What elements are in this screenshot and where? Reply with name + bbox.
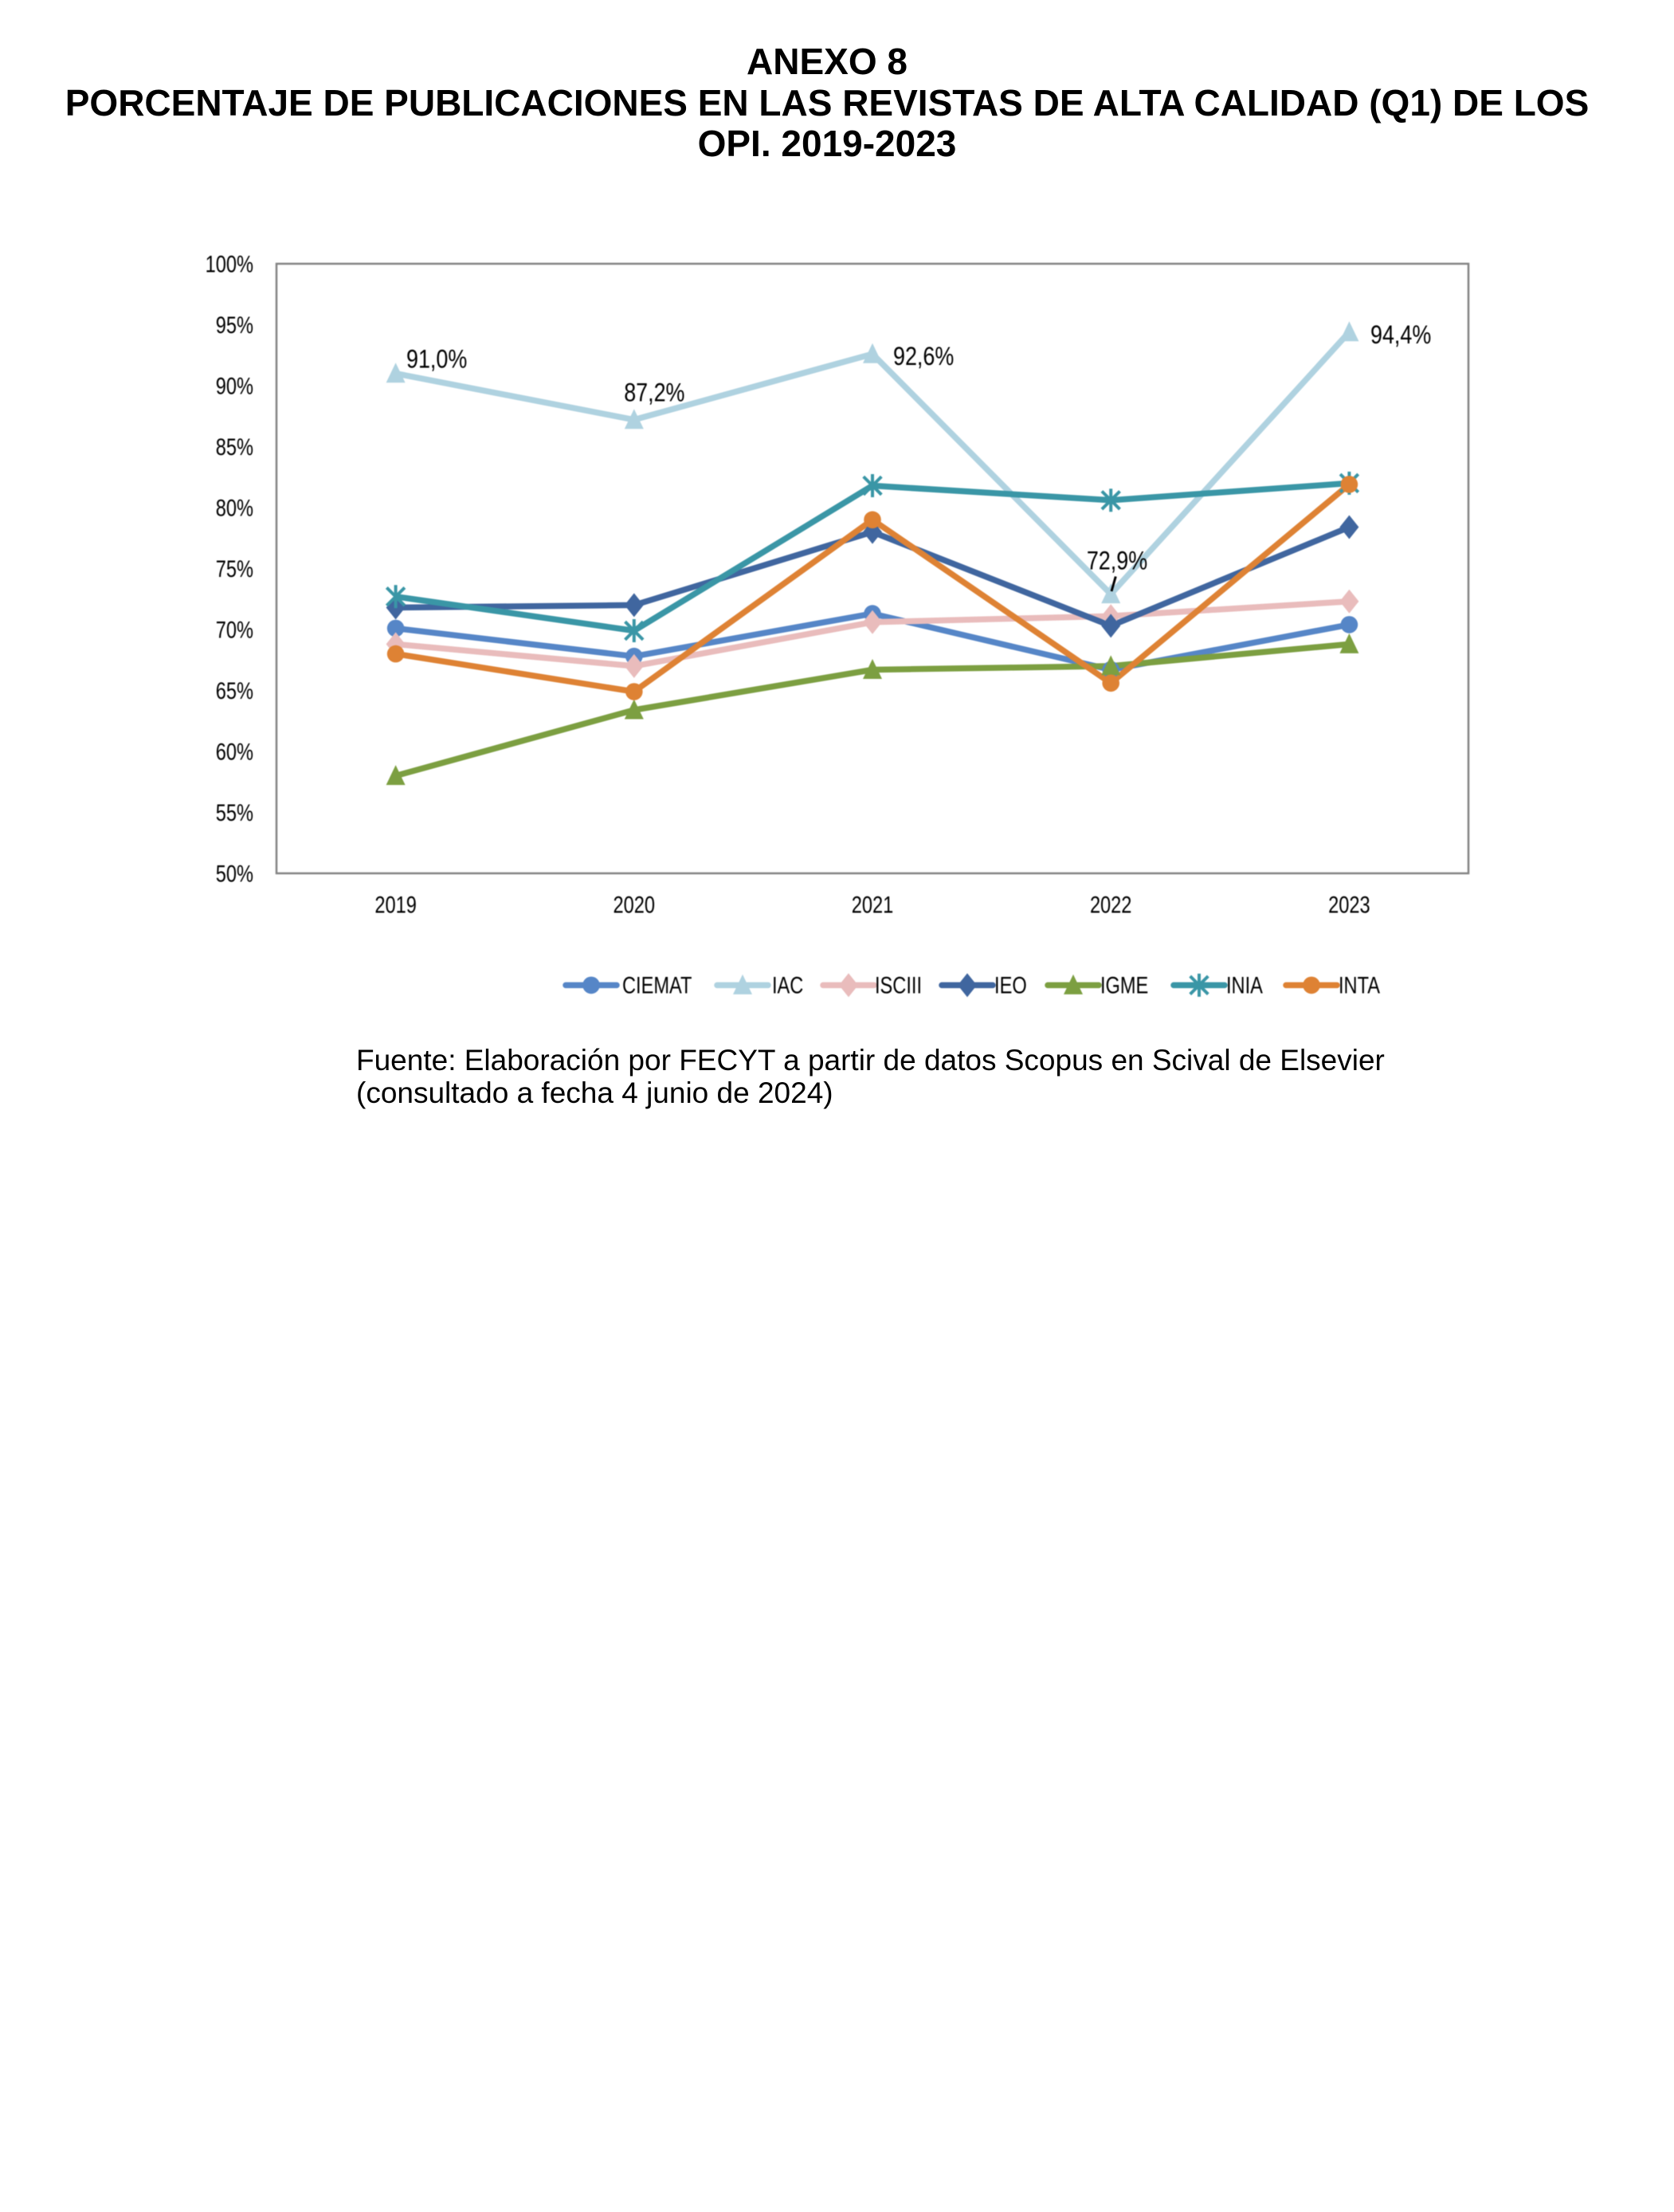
svg-text:72,9%: 72,9%	[1087, 546, 1147, 575]
svg-text:95%: 95%	[216, 312, 253, 339]
svg-text:87,2%: 87,2%	[624, 378, 684, 407]
svg-text:50%: 50%	[216, 861, 253, 887]
svg-text:65%: 65%	[216, 678, 253, 704]
svg-text:ISCIII: ISCIII	[875, 973, 922, 999]
svg-text:2020: 2020	[614, 892, 656, 919]
svg-text:55%: 55%	[216, 800, 253, 826]
svg-text:80%: 80%	[216, 495, 253, 521]
svg-text:90%: 90%	[216, 373, 253, 399]
svg-text:2019: 2019	[374, 892, 417, 919]
svg-text:91,0%: 91,0%	[406, 344, 467, 374]
svg-text:2022: 2022	[1090, 892, 1132, 919]
svg-text:60%: 60%	[216, 739, 253, 765]
svg-text:100%: 100%	[206, 251, 253, 277]
svg-text:IGME: IGME	[1100, 973, 1148, 999]
svg-text:75%: 75%	[216, 556, 253, 582]
svg-text:85%: 85%	[216, 434, 253, 461]
svg-text:IEO: IEO	[994, 973, 1027, 999]
svg-text:70%: 70%	[216, 617, 253, 643]
svg-text:2023: 2023	[1328, 892, 1370, 919]
svg-text:94,4%: 94,4%	[1370, 320, 1431, 349]
svg-text:CIEMAT: CIEMAT	[622, 973, 692, 999]
svg-text:IAC: IAC	[772, 973, 803, 999]
svg-text:92,6%: 92,6%	[893, 341, 954, 371]
svg-text:2021: 2021	[852, 892, 894, 919]
svg-text:INIA: INIA	[1226, 973, 1263, 999]
svg-text:INTA: INTA	[1339, 973, 1380, 999]
